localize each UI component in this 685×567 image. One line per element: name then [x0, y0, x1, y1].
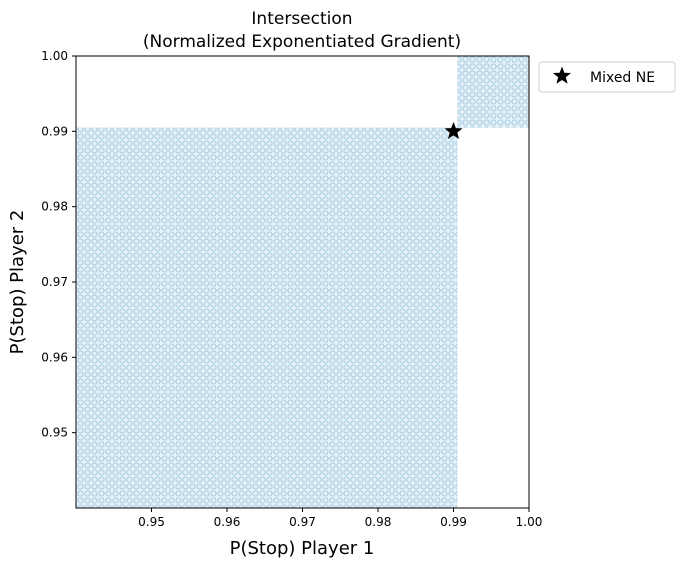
y-axis-label: P(Stop) Player 2 [7, 210, 28, 355]
legend-frame [538, 61, 676, 93]
legend-star-marker [552, 66, 572, 84]
y-tick-label: 0.98 [41, 200, 68, 214]
x-tick-label: 0.99 [440, 515, 467, 529]
x-tick-label: 0.96 [214, 515, 241, 529]
y-tick-label: 0.99 [41, 124, 68, 138]
y-tick-label: 1.00 [41, 49, 68, 63]
axis-ticks: 0.95 0.96 0.97 0.98 0.99 1.00 0.95 0.96 0.97 0.98… [41, 49, 542, 529]
legend: Mixed NE [538, 61, 676, 93]
x-tick-label: 0.97 [289, 515, 316, 529]
feasible-region-hatch-0 [76, 127, 458, 509]
plot-area [76, 56, 529, 509]
mixed-ne-star-marker [444, 121, 463, 140]
y-tick-label: 0.95 [41, 426, 68, 440]
x-tick-label: 0.95 [138, 515, 165, 529]
y-tick-label: 0.96 [41, 350, 68, 364]
x-axis-label: P(Stop) Player 1 [230, 538, 375, 559]
chart-title: Intersection [251, 9, 352, 29]
x-tick-label: 1.00 [516, 515, 543, 529]
plot-frame [75, 55, 530, 509]
chart-subtitle: (Normalized Exponentiated Gradient) [143, 32, 461, 52]
y-tick-label: 0.97 [41, 275, 68, 289]
x-tick-label: 0.98 [365, 515, 392, 529]
feasible-region-hatch-1 [457, 56, 529, 128]
legend-label-mixed-ne: Mixed NE [590, 70, 655, 86]
